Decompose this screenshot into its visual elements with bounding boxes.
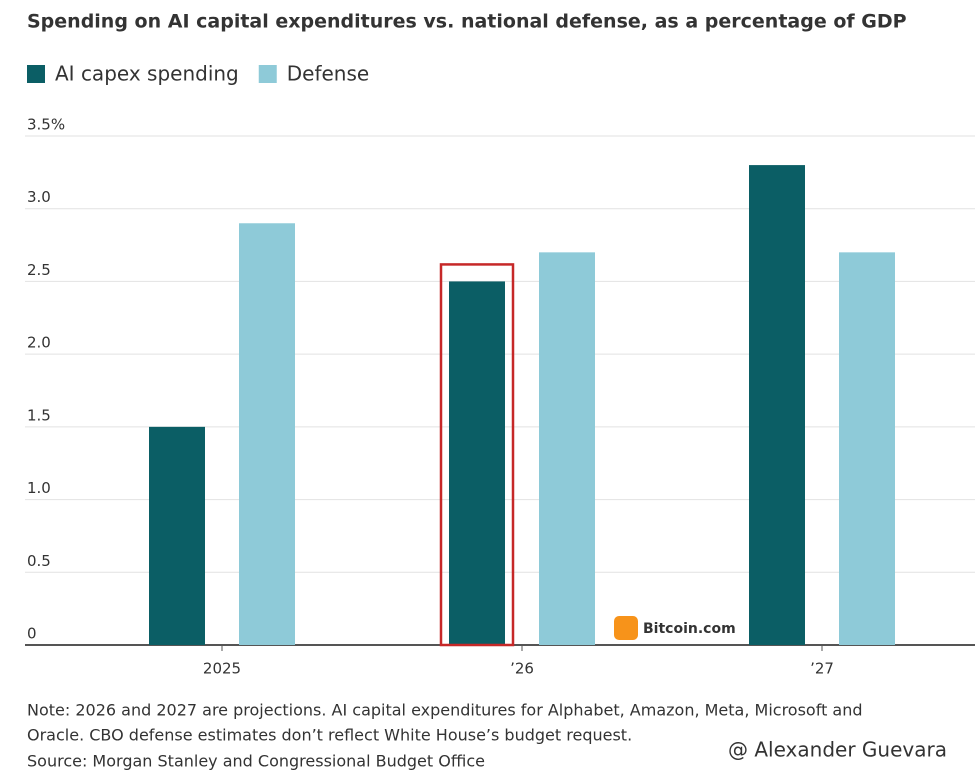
- legend-label: Defense: [287, 62, 369, 86]
- watermark: Bitcoin.com: [643, 621, 736, 637]
- legend-swatch: [258, 65, 277, 83]
- y-tick-label: 2.0: [27, 334, 51, 352]
- bar: [239, 223, 295, 645]
- chart-title: Spending on AI capital expenditures vs. …: [27, 11, 907, 33]
- legend-label: AI capex spending: [55, 62, 239, 86]
- bar: [149, 426, 205, 645]
- bitcoin-icon: [614, 616, 638, 640]
- y-tick-label: 1.0: [27, 479, 51, 497]
- plot: 0 0.5 1.0 1.5 2.0 2.5 3.0 3.5% AI capex spending…: [25, 62, 975, 678]
- y-tick-label: 0: [27, 625, 37, 643]
- bar: [539, 252, 595, 646]
- note: Oracle. CBO defense estimates don’t refl…: [27, 726, 632, 745]
- bar: [749, 165, 805, 646]
- y-tick-label: 2.5: [27, 261, 51, 279]
- y-tick-label: 3.5%: [27, 116, 65, 134]
- note: Note: 2026 and 2027 are projections. AI …: [27, 701, 863, 720]
- y-tick-label: 3.0: [27, 188, 51, 206]
- watermark: @ Alexander Guevara: [728, 738, 947, 762]
- legend-swatch: [27, 65, 45, 83]
- highlight-box: [439, 263, 515, 647]
- bar: [839, 252, 895, 646]
- bar: [449, 281, 505, 645]
- y-tick-label: 0.5: [27, 552, 51, 570]
- y-tick-label: 1.5: [27, 406, 51, 424]
- x-tick-label: ’27: [810, 660, 834, 678]
- x-tick-label: 2025: [203, 660, 241, 678]
- x-tick-label: ’26: [510, 660, 534, 678]
- source: Source: Morgan Stanley and Congressional…: [27, 752, 485, 771]
